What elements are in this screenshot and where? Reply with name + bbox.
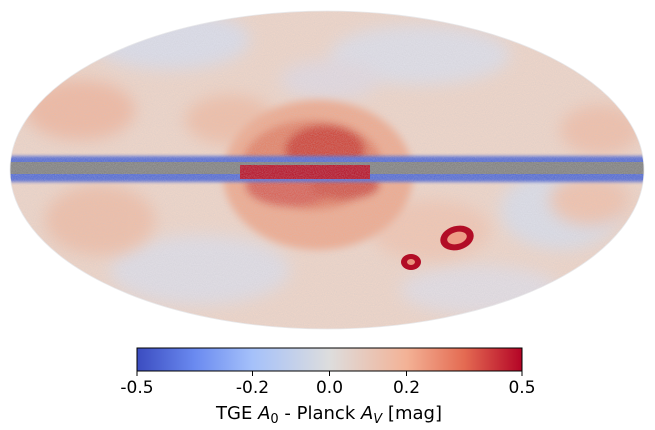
magellanic-clouds — [401, 225, 474, 270]
colorbar-gradient — [136, 347, 523, 372]
pixel-noise — [10, 11, 644, 329]
colorbar-tick-label: -0.2 — [236, 378, 269, 398]
map-outline — [9, 10, 645, 330]
colorbar-ticks: -0.5 -0.2 0.0 0.2 0.5 — [120, 371, 536, 398]
colorbar-tick-label: -0.5 — [120, 378, 153, 398]
colorbar-tick-label: 0.5 — [508, 378, 535, 398]
colorbar-tick-label: 0.0 — [316, 378, 343, 398]
colorbar-label: TGE A0 - Planck AV [mag] — [215, 403, 442, 427]
colorbar-tick-label: 0.2 — [393, 378, 420, 398]
